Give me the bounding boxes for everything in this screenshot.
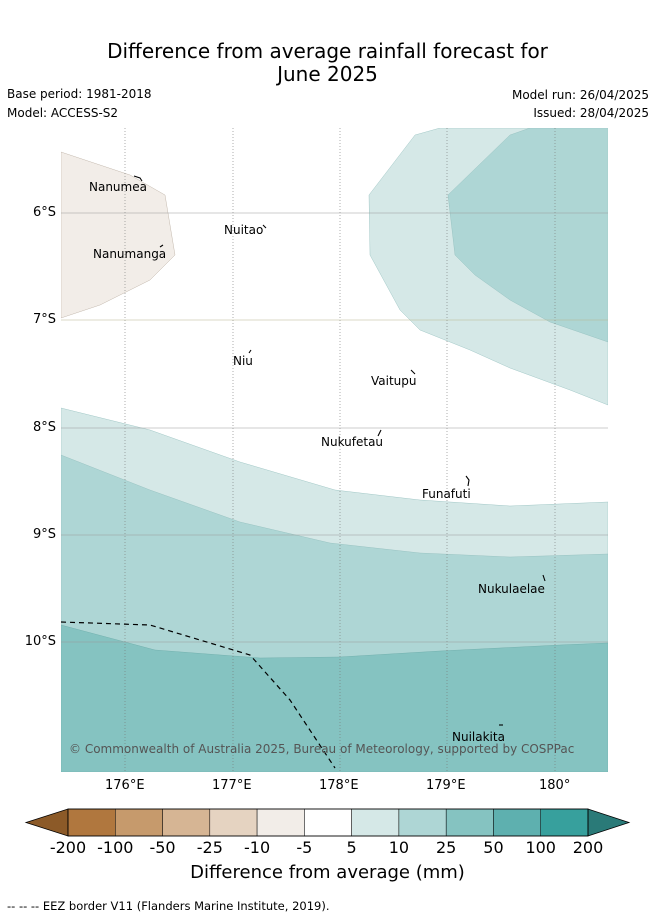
colorbar-tick-label: -50 [149, 838, 176, 857]
colorbar-cell [209, 808, 258, 837]
map-title: Difference from average rainfall forecas… [0, 40, 655, 86]
colorbar-extend-low [24, 808, 69, 837]
map-area [61, 128, 608, 772]
grid-lines [61, 128, 608, 772]
island-label-funafuti: Funafuti [422, 487, 471, 501]
colorbar-extend-high [587, 808, 631, 837]
island-label-nanumanga: Nanumanga [93, 247, 167, 261]
lon-label-180: 180° [539, 778, 571, 793]
colorbar-cell [67, 808, 116, 837]
island-label-nukufetau: Nukufetau [321, 435, 384, 449]
wet-region-s-dark [61, 624, 608, 772]
lat-label-9s: 9°S [32, 527, 56, 542]
dry-region [61, 151, 176, 319]
copyright-notice: © Commonwealth of Australia 2025, Bureau… [69, 742, 575, 756]
eez-footnote: -- -- -- EEZ border V11 (Flanders Marine… [7, 899, 330, 913]
wet-region-ne-mid [447, 128, 608, 343]
island-label-nuitao: Nuitao [224, 223, 264, 237]
lat-label-7s: 7°S [32, 312, 56, 327]
colorbar [24, 808, 631, 837]
colorbar-cells [24, 808, 631, 837]
lon-label-179e: 179°E [426, 778, 466, 793]
colorbar-cell [398, 808, 447, 837]
colorbar-tick-label: 50 [483, 838, 504, 857]
colorbar-tick-label: 100 [525, 838, 556, 857]
title-line-2: June 2025 [277, 62, 378, 86]
lon-label-178e: 178°E [319, 778, 359, 793]
island-label-nukulaelae: Nukulaelae [478, 582, 545, 596]
island-label-vaitupu: Vaitupu [371, 374, 417, 388]
colorbar-tick-label: -5 [296, 838, 313, 857]
colorbar-title: Difference from average (mm) [190, 862, 465, 883]
colorbar-tick-label: 5 [346, 838, 357, 857]
island-label-niu: Niu [233, 354, 253, 368]
colorbar-tick-label: 200 [572, 838, 604, 857]
colorbar-cell [445, 808, 494, 837]
colorbar-tick-label: -100 [97, 838, 134, 857]
title-line-1: Difference from average rainfall forecas… [107, 39, 548, 63]
colorbar-cell [351, 808, 400, 837]
colorbar-cell [493, 808, 541, 837]
colorbar-cell [115, 808, 163, 837]
issued-date: Issued: 28/04/2025 [533, 106, 649, 120]
colorbar-cell [162, 808, 211, 837]
colorbar-cell [256, 808, 305, 837]
colorbar-tick-label: -10 [244, 838, 271, 857]
model-name: Model: ACCESS-S2 [7, 106, 119, 120]
colorbar-cell [304, 808, 352, 837]
island-label-nanumea: Nanumea [89, 180, 147, 194]
colorbar-cell [540, 808, 589, 837]
colorbar-tick-label: -25 [196, 838, 223, 857]
colorbar-tick-labels: -200 -100 -50 -25 -10 -5 5 10 25 50 100 200 [0, 838, 655, 858]
base-period: Base period: 1981-2018 [7, 87, 152, 101]
colorbar-tick-label: 25 [435, 838, 457, 857]
eez-border [61, 621, 336, 769]
lon-label-176e: 176°E [105, 778, 145, 793]
lat-label-10s: 10°S [24, 634, 56, 649]
lon-label-177e: 177°E [212, 778, 252, 793]
island-marks [133, 175, 546, 726]
model-run: Model run: 26/04/2025 [511, 88, 649, 102]
colorbar-tick-label: 10 [388, 838, 410, 857]
island-label-nuilakita: Nuilakita [452, 730, 505, 744]
lat-label-8s: 8°S [32, 420, 56, 435]
colorbar-tick-label: -200 [49, 838, 87, 857]
lat-label-6s: 6°S [32, 205, 56, 220]
